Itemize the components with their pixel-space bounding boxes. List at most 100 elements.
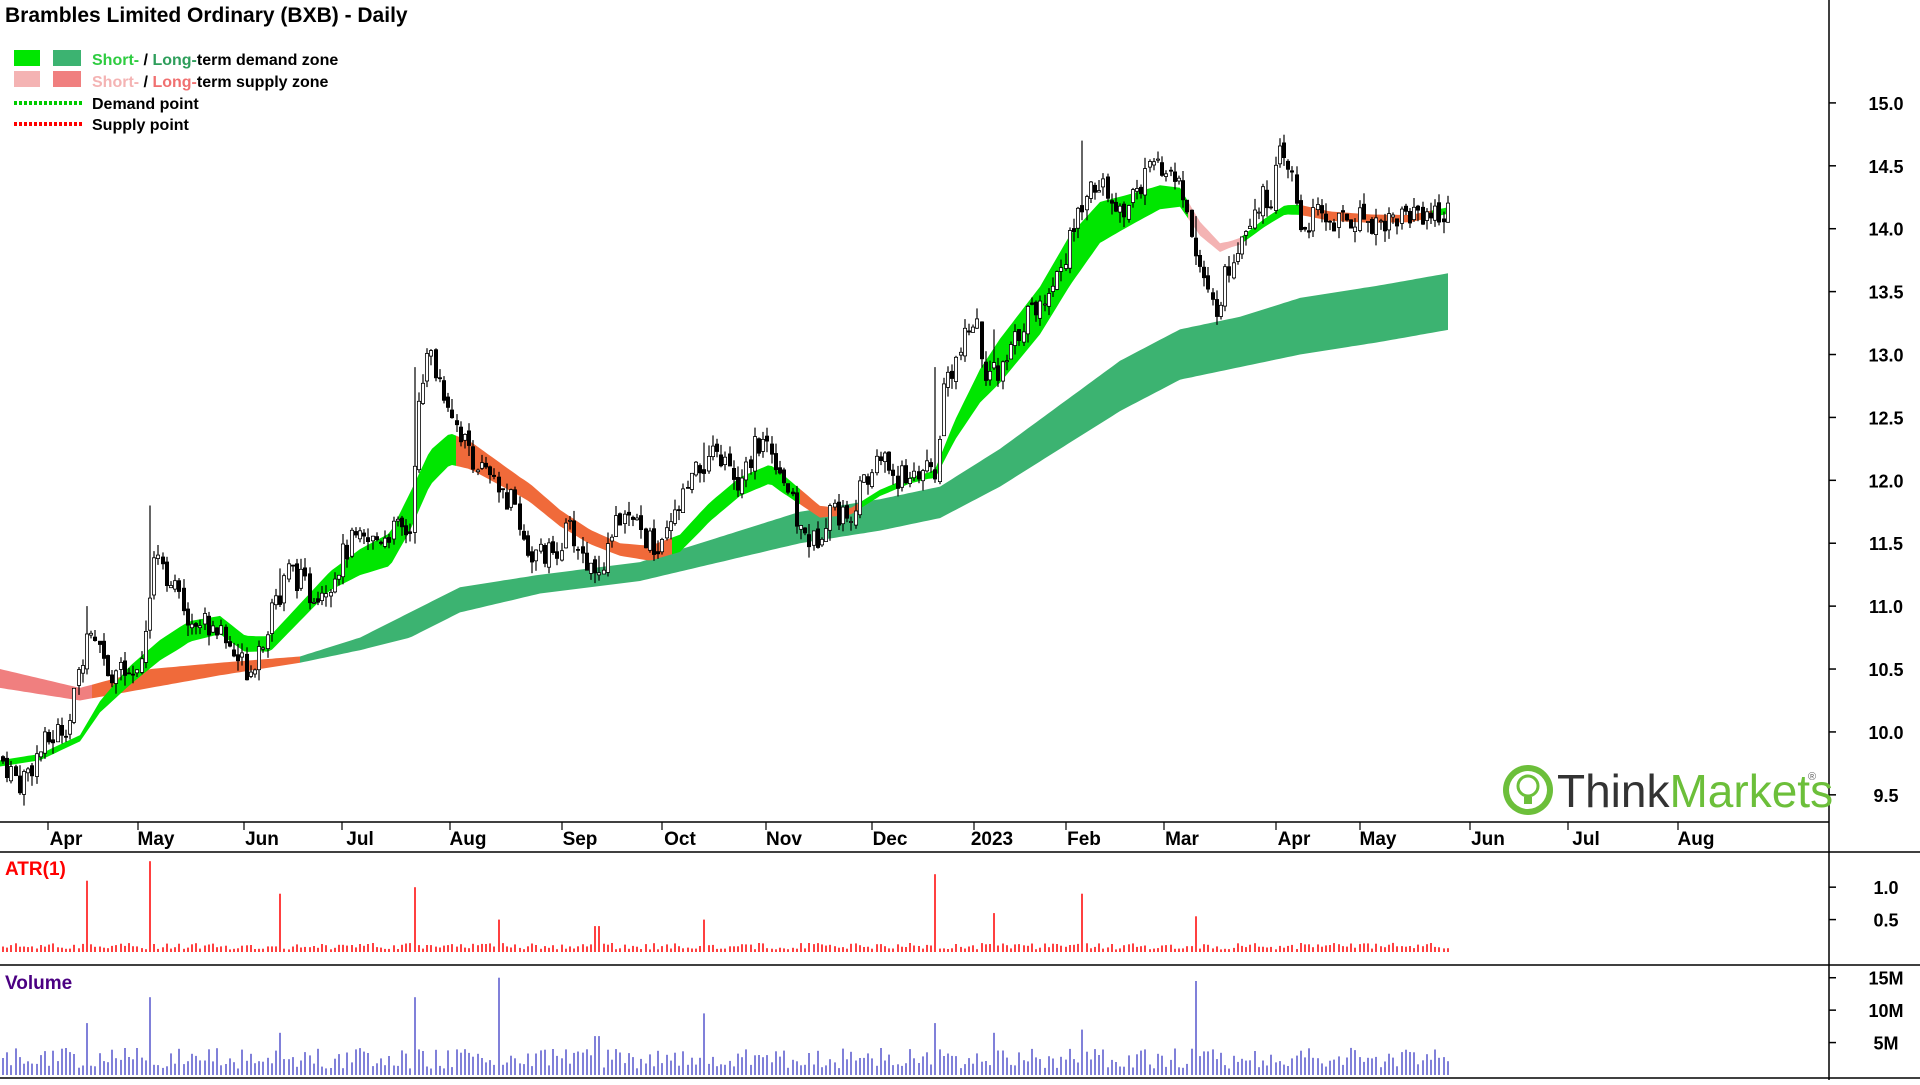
candlestick — [627, 501, 632, 526]
candlestick — [547, 538, 552, 574]
candle-body — [723, 456, 728, 466]
candlestick — [1055, 270, 1060, 291]
candlestick — [757, 437, 762, 457]
candle-body — [1286, 160, 1291, 170]
candle-body — [21, 771, 26, 795]
candlestick — [323, 585, 328, 607]
candle-body — [1177, 177, 1182, 182]
thinkmarkets-logo: ThinkMarkets ® — [1503, 765, 1833, 817]
candlestick — [900, 460, 905, 492]
candle-body — [883, 452, 888, 463]
candle-body — [887, 451, 892, 471]
candlestick — [589, 562, 594, 580]
candlestick — [1030, 297, 1035, 306]
candlestick — [921, 468, 926, 491]
candle-body — [866, 476, 871, 485]
candlestick — [749, 455, 754, 475]
candlestick — [1332, 218, 1337, 232]
candle-body — [1169, 169, 1174, 172]
candlestick — [1127, 204, 1132, 223]
candle-body — [89, 632, 94, 636]
candlestick — [723, 451, 728, 471]
candle-body — [959, 351, 964, 356]
candle-body — [1437, 202, 1442, 223]
short-term-zone-segment — [860, 185, 1188, 509]
candle-body — [1244, 231, 1249, 236]
candle-body — [833, 502, 838, 508]
price-axis-ticks: 9.5 10.0 10.5 11.0 11.5 12.0 12.5 13.0 13.5 14.0 1… — [1829, 94, 1904, 1054]
candlestick — [778, 460, 783, 475]
candle-body — [357, 530, 362, 540]
candlestick — [862, 474, 867, 483]
candlestick — [694, 461, 699, 477]
candle-body — [1005, 360, 1010, 363]
candle-body — [1412, 206, 1417, 221]
candlestick — [656, 540, 661, 559]
candle-body — [950, 370, 955, 379]
candle-body — [197, 625, 202, 628]
candlestick — [1274, 156, 1279, 214]
candle-body — [828, 505, 833, 531]
candlestick — [912, 462, 917, 482]
legend-supply-sep: / — [139, 74, 152, 91]
price-tick-label: 12.5 — [1868, 408, 1903, 428]
candle-body — [1290, 170, 1295, 173]
candlestick — [449, 399, 454, 419]
candle-body — [1236, 253, 1241, 262]
candlestick — [1278, 138, 1283, 168]
candle-body — [227, 641, 232, 647]
candlestick — [938, 435, 943, 485]
candlestick — [181, 579, 186, 616]
candle-body — [606, 543, 611, 573]
candlestick — [799, 524, 804, 540]
candlestick — [732, 460, 737, 490]
candle-body — [1211, 292, 1216, 300]
candlestick — [954, 355, 959, 390]
candlestick — [399, 515, 404, 536]
candlestick — [185, 602, 190, 636]
candle-body — [13, 766, 18, 777]
candle-body — [269, 602, 274, 634]
candle-body — [1135, 188, 1140, 192]
candle-body — [1320, 205, 1325, 214]
candle-body — [803, 527, 808, 534]
candle-body — [971, 326, 976, 333]
candle-body — [694, 461, 699, 476]
candle-body — [302, 567, 307, 577]
candle-body — [0, 756, 6, 762]
candle-body — [816, 528, 821, 548]
candlestick — [168, 581, 173, 589]
candlestick — [1068, 227, 1073, 274]
month-label: Feb — [1067, 829, 1101, 850]
price-tick-label: 11.0 — [1869, 597, 1903, 617]
candle-body — [568, 519, 573, 522]
candle-body — [1215, 299, 1220, 317]
candlestick — [631, 515, 636, 527]
candle-body — [256, 646, 261, 671]
candle-body — [491, 474, 496, 477]
candle-body — [1022, 331, 1027, 343]
candlestick — [1358, 200, 1363, 233]
candle-body — [294, 563, 299, 591]
candle-body — [518, 503, 523, 530]
candlestick — [433, 348, 438, 382]
candle-body — [68, 720, 73, 735]
candlestick — [564, 518, 569, 549]
candle-body — [1026, 305, 1031, 335]
candlestick — [1131, 187, 1136, 208]
candle-body — [677, 509, 682, 512]
legend-supply-short-swatch — [14, 71, 40, 87]
atr-panel-label: ATR(1) — [5, 859, 66, 880]
candlestick — [1089, 181, 1094, 203]
candle-body — [1257, 211, 1262, 214]
candle-body — [1093, 184, 1098, 193]
candle-body — [1269, 206, 1274, 209]
candle-body — [1337, 212, 1342, 228]
candlestick — [1164, 170, 1169, 182]
candle-body — [702, 469, 707, 474]
candlestick — [470, 440, 475, 473]
candlestick — [1072, 218, 1077, 242]
candlestick — [1160, 156, 1165, 177]
candle-body — [218, 625, 223, 635]
candlestick — [483, 456, 488, 470]
